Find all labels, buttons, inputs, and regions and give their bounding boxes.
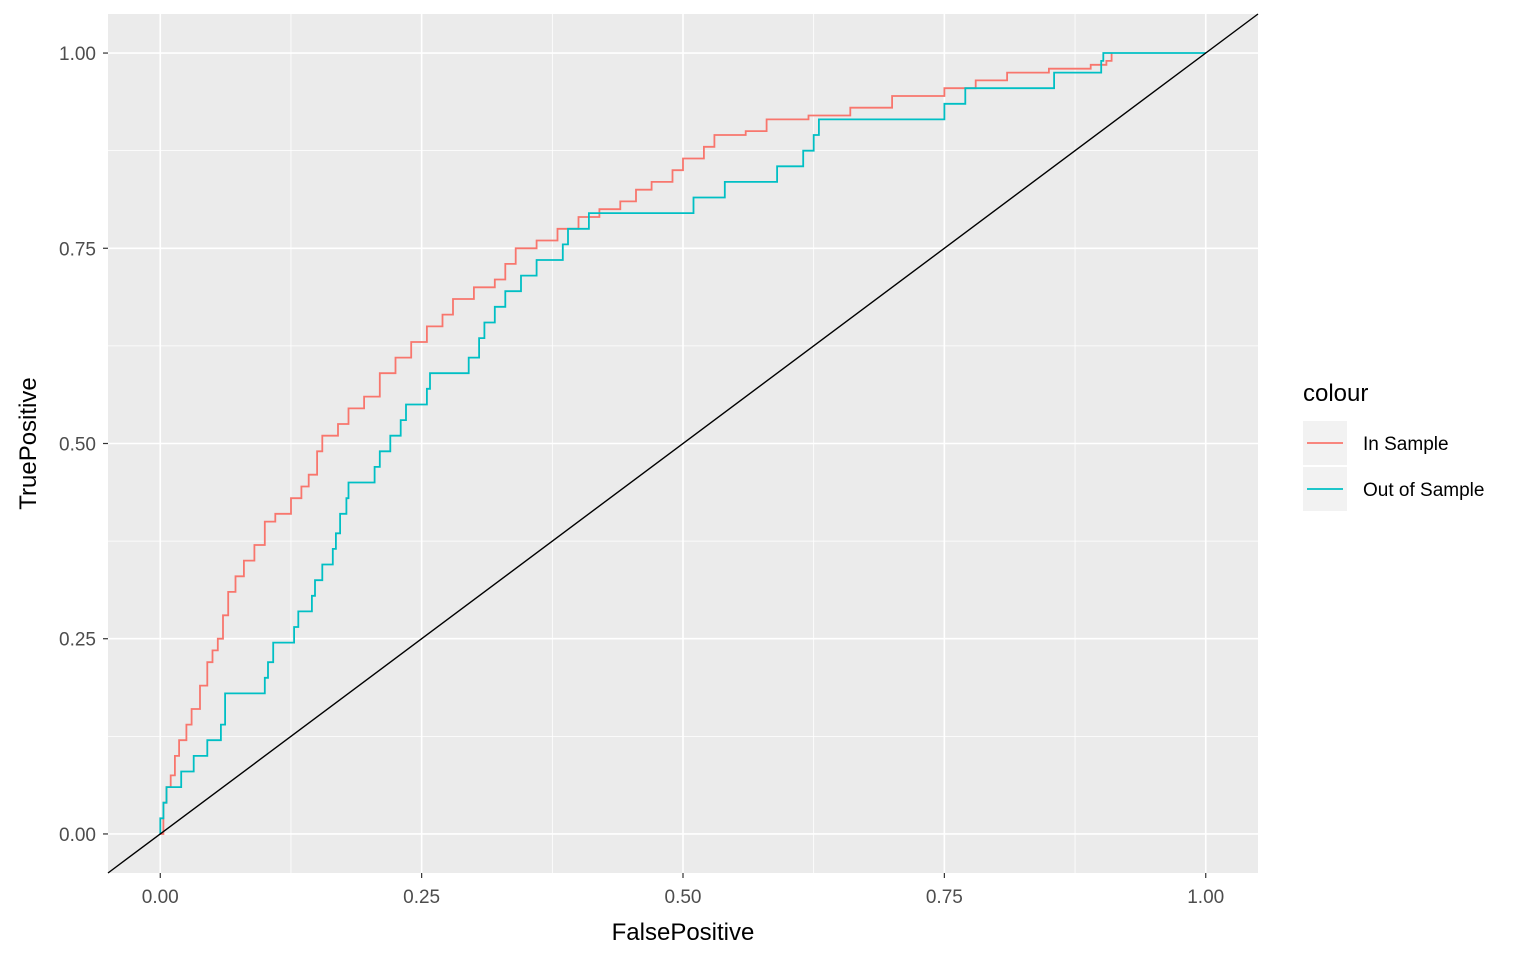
- x-tick-label: 1.00: [1187, 887, 1224, 908]
- y-axis-title: TruePositive: [15, 377, 42, 510]
- series-line-in-sample: [160, 53, 1113, 835]
- y-tick-label: 0.50: [59, 435, 96, 456]
- x-tick-label: 0.25: [403, 887, 440, 908]
- y-tick-label: 0.25: [59, 630, 96, 651]
- x-axis-title: FalsePositive: [612, 919, 755, 946]
- legend: colour In Sample Out of Sample: [1303, 380, 1484, 511]
- y-tick-label: 0.00: [59, 825, 96, 846]
- y-tick-label: 1.00: [59, 44, 96, 65]
- y-axis-ticks: 0.00 0.25 0.50 0.75 1.00: [59, 44, 108, 846]
- series-layer: [159, 52, 1206, 835]
- reference-layer: [107, 13, 1259, 874]
- x-tick-label: 0.75: [926, 887, 963, 908]
- x-tick-label: 0.50: [665, 887, 702, 908]
- legend-items: In Sample Out of Sample: [1303, 421, 1484, 511]
- series-line-out-of-sample: [159, 52, 1206, 834]
- legend-label: Out of Sample: [1363, 480, 1484, 501]
- x-axis-ticks: 0.00 0.25 0.50 0.75 1.00: [142, 873, 1224, 908]
- legend-label: In Sample: [1363, 434, 1449, 455]
- reference-diagonal-line: [107, 13, 1259, 874]
- x-tick-label: 0.00: [142, 887, 179, 908]
- y-tick-label: 0.75: [59, 239, 96, 260]
- legend-title: colour: [1303, 380, 1368, 407]
